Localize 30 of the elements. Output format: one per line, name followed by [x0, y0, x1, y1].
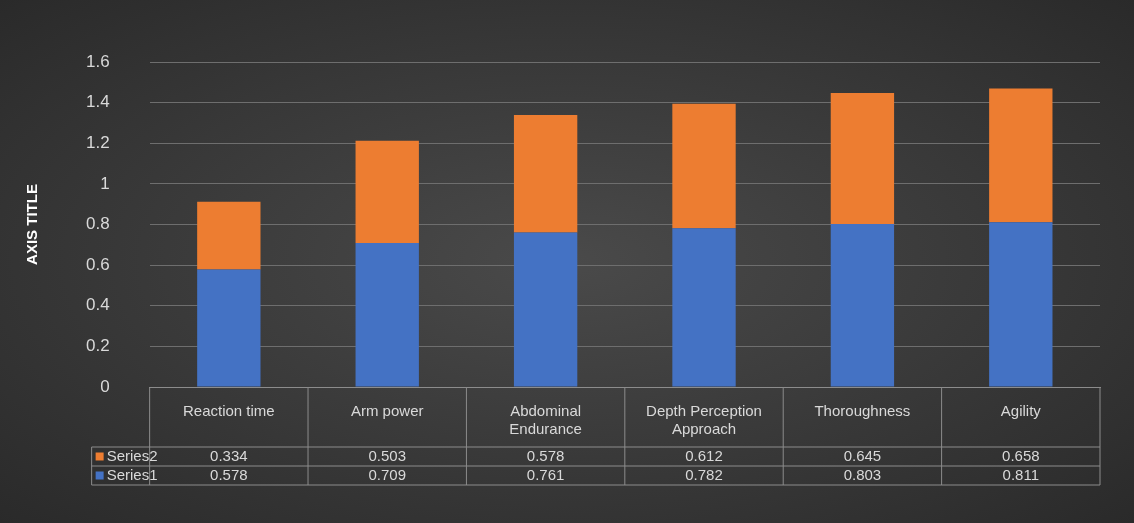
y-tick-label: 1.4 [85, 92, 110, 112]
y-tick-label: 1.2 [85, 132, 110, 152]
x-tick-label: Abdominal Endurance [509, 402, 582, 438]
y-tick-label: 0.2 [85, 336, 110, 356]
data-label: 0.578 [526, 446, 565, 464]
y-tick-label: 0.4 [85, 295, 110, 315]
data-label: 0.709 [368, 465, 406, 483]
data-label: 0.811 [1002, 465, 1040, 483]
y-tick-label: 0 [100, 376, 110, 396]
data-label: 0.334 [210, 446, 248, 464]
y-axis-title: AXIS TITLE [23, 184, 41, 265]
x-tick-label: Agility [1000, 402, 1042, 420]
y-tick-label: 1.6 [85, 51, 110, 71]
y-tick-label: 1 [100, 173, 110, 193]
legend-label: Series2 [106, 446, 158, 464]
data-label: 0.612 [685, 446, 723, 464]
data-label: 0.658 [1002, 446, 1040, 464]
data-label: 0.578 [210, 465, 248, 483]
y-tick-label: 0.8 [85, 214, 110, 234]
x-tick-label: Reaction time [182, 402, 275, 420]
x-tick-label: Arm power [350, 402, 424, 420]
legend-label: Series1 [106, 465, 158, 483]
x-tick-label: Depth Perception Approach [646, 402, 762, 438]
data-label: 0.761 [526, 465, 565, 483]
data-label: 0.803 [843, 465, 882, 483]
data-label: 0.645 [843, 446, 882, 464]
data-label: 0.503 [368, 446, 406, 464]
x-tick-label: Thoroughness [814, 402, 911, 420]
data-label: 0.782 [685, 465, 723, 483]
y-tick-label: 0.6 [85, 254, 110, 274]
